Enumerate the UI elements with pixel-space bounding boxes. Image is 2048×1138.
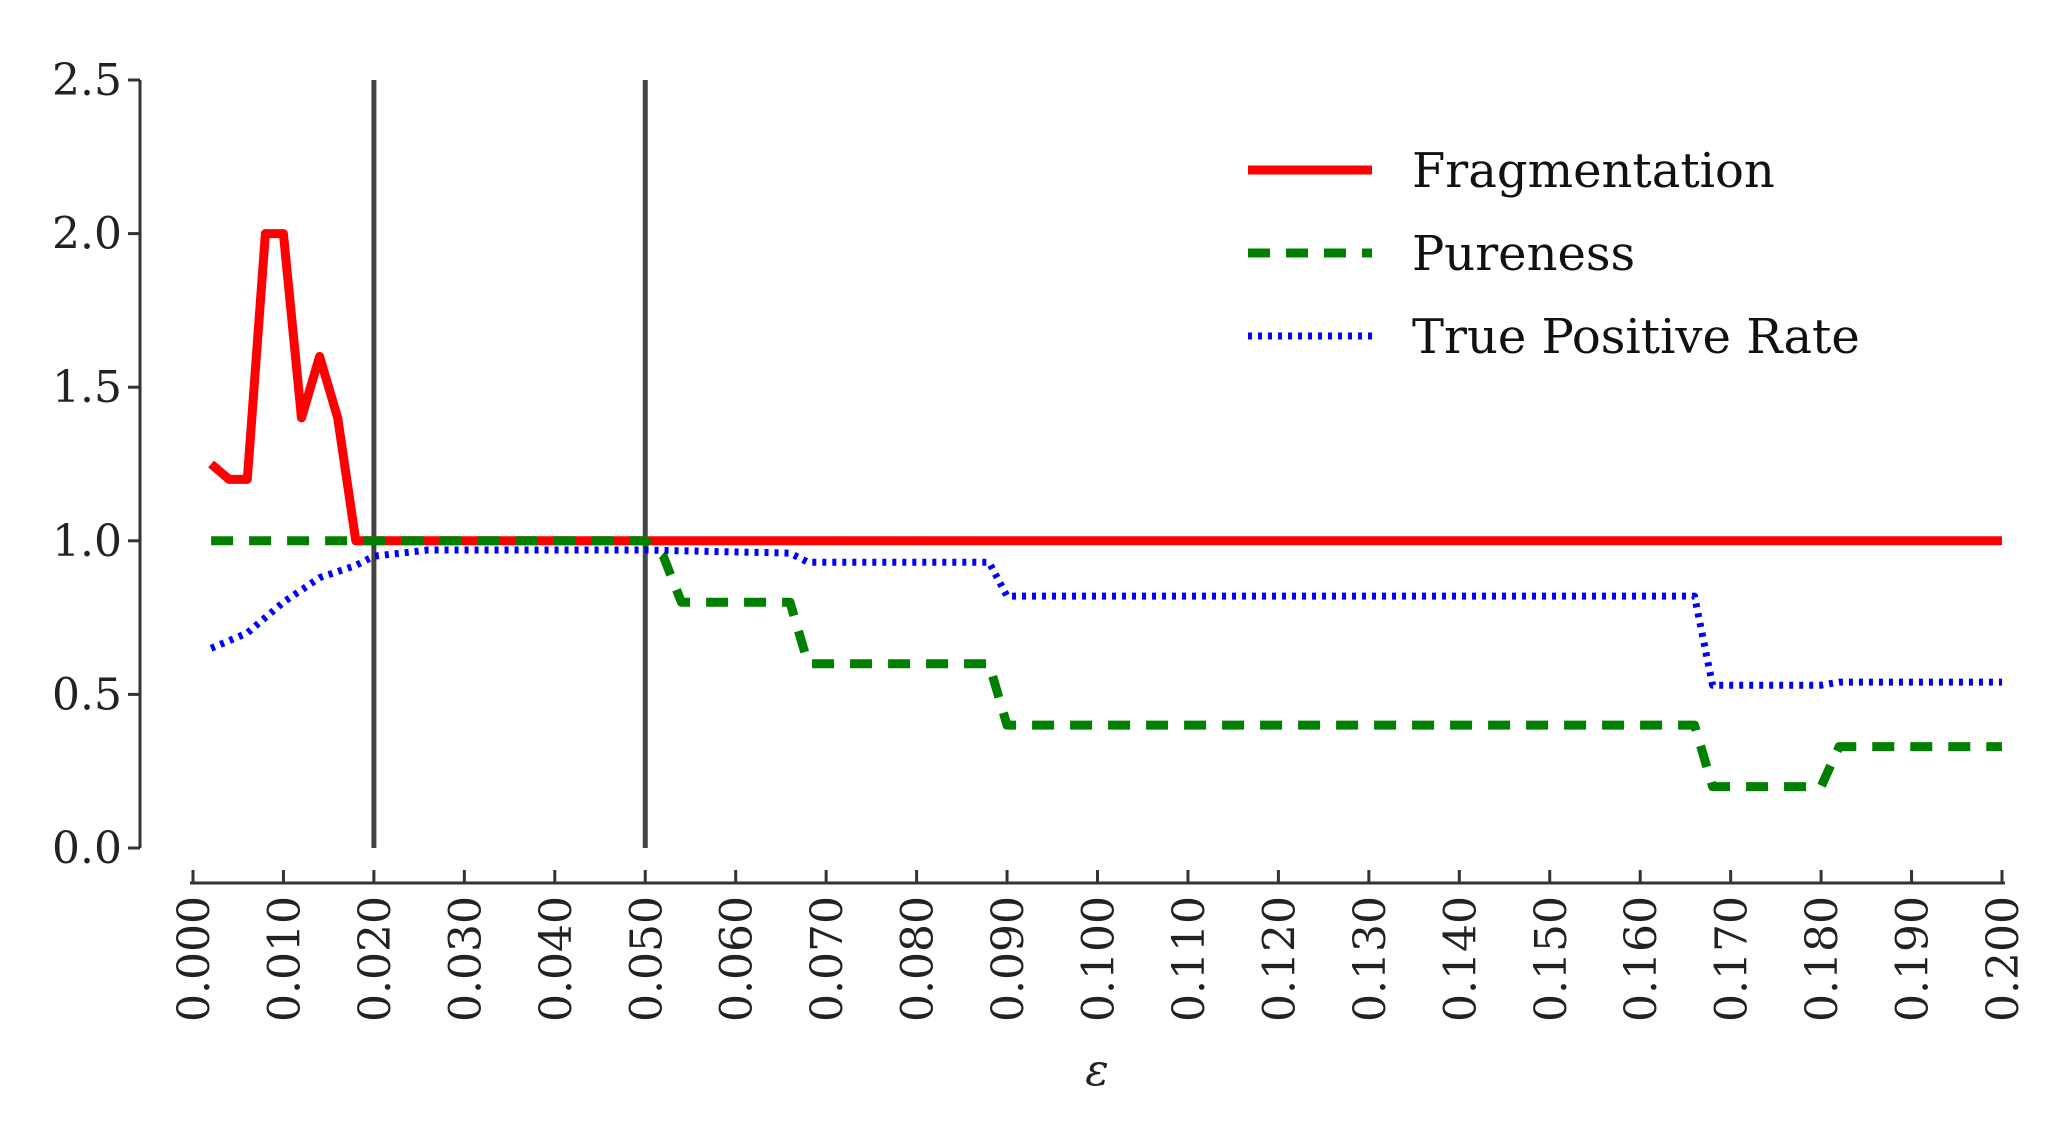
x-tick-label: 0.130 (1345, 896, 1396, 1022)
x-tick-label: 0.020 (350, 896, 401, 1022)
x-tick-label: 0.190 (1888, 896, 1939, 1022)
x-tick-label: 0.080 (893, 896, 944, 1022)
x-tick-label: 0.090 (983, 896, 1034, 1022)
series-fragmentation (208, 229, 2002, 546)
legend-label-true-positive-rate: True Positive Rate (1412, 309, 1860, 365)
x-axis-label: ε (1085, 1045, 1109, 1096)
x-tick-label: 0.060 (712, 896, 763, 1022)
legend: Fragmentation Pureness True Positive Rate (1248, 143, 1860, 365)
series-layer (208, 229, 2002, 792)
legend-label-fragmentation: Fragmentation (1412, 143, 1775, 199)
series-true-positive-rate (209, 546, 2002, 689)
y-tick-label: 2.5 (52, 55, 122, 106)
x-tick-label: 0.120 (1254, 896, 1305, 1022)
x-tick-label: 0.050 (621, 896, 672, 1022)
x-tick-label: 0.040 (531, 896, 582, 1022)
x-tick-label: 0.200 (1978, 896, 2029, 1022)
x-tick-label: 0.110 (1164, 896, 1215, 1022)
x-tick-label: 0.150 (1526, 896, 1577, 1022)
x-tick-label: 0.100 (1074, 896, 1125, 1022)
x-tick-label: 0.180 (1797, 896, 1848, 1022)
y-tick-label: 0.5 (52, 669, 122, 720)
reference-lines (371, 80, 648, 848)
y-tick-label: 0.0 (52, 823, 122, 874)
y-ticks: 0.0 0.5 1.0 1.5 2.0 2.5 (52, 55, 140, 874)
x-ticks: 0.000 0.010 0.020 0.030 0.040 0.050 0.060 0.070… (169, 870, 2029, 1022)
y-tick-label: 2.0 (52, 209, 122, 260)
series-pureness (211, 536, 2002, 792)
x-tick-label: 0.160 (1616, 896, 1667, 1022)
x-tick-label: 0.170 (1707, 896, 1758, 1022)
y-tick-label: 1.0 (52, 516, 122, 567)
axes (138, 80, 2005, 885)
x-tick-label: 0.000 (169, 896, 220, 1022)
x-tick-label: 0.070 (802, 896, 853, 1022)
y-tick-label: 1.5 (52, 362, 122, 413)
x-tick-label: 0.140 (1435, 896, 1486, 1022)
x-tick-label: 0.010 (259, 896, 310, 1022)
x-tick-label: 0.030 (440, 896, 491, 1022)
legend-label-pureness: Pureness (1412, 226, 1635, 282)
